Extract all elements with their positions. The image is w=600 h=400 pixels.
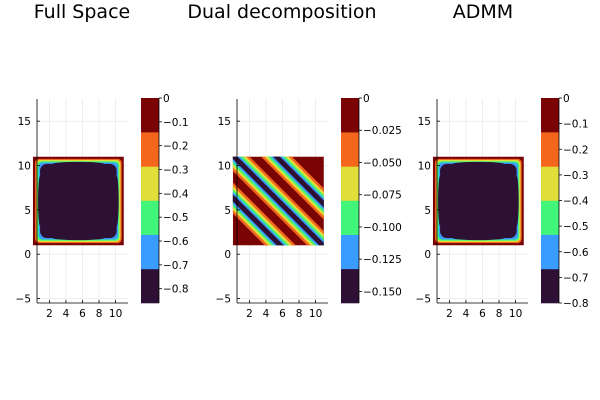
colorbar-tick-label: −0.125 xyxy=(363,254,402,266)
x-tick-label: 10 xyxy=(109,308,122,320)
colorbar-level-1 xyxy=(341,234,359,270)
contour-bulge xyxy=(438,176,443,226)
y-tick-label: 5 xyxy=(224,205,231,217)
colorbar-tick-label: −0.5 xyxy=(163,212,189,224)
colorbar-level-0 xyxy=(341,268,359,304)
colorbar-tick-label: 0 xyxy=(163,93,170,105)
stripe-level-0 xyxy=(245,156,324,234)
colorbar-tick-label: −0.4 xyxy=(563,196,589,208)
x-tick-label: 2 xyxy=(446,308,453,320)
colorbar-level-4 xyxy=(141,132,159,167)
colorbar-tick-label: −0.3 xyxy=(563,170,589,182)
contour-bulge xyxy=(114,176,119,226)
contour-bulge xyxy=(452,161,504,166)
contour-bulge xyxy=(38,176,43,226)
colorbar-level-2 xyxy=(341,200,359,235)
y-tick-label: 15 xyxy=(418,116,431,128)
x-tick-label: 6 xyxy=(279,308,286,320)
colorbar-tick-label: −0.4 xyxy=(163,188,189,200)
colorbar-level-2 xyxy=(541,200,559,235)
colorbar-tick-label: −0.3 xyxy=(163,165,189,177)
colorbar-tick-label: −0.2 xyxy=(563,144,589,156)
colorbar: 0 −0.025 −0.050 −0.075 −0.100 −0.125 −0.150 xyxy=(341,93,402,304)
colorbar: 0 −0.1 −0.2 −0.3 −0.4 −0.5 −0.6 −0.7 −0.8 xyxy=(541,93,589,310)
contour-level-0 xyxy=(440,163,517,239)
colorbar-tick-label: −0.6 xyxy=(163,236,189,248)
colorbar-tick-label: −0.075 xyxy=(363,190,402,202)
subplot-3: ADMM 2 4 6 8 10 −5 0 5 10 15 0 −0.1 −0.2 −0.3 −0.4 −0.5 −… xyxy=(416,1,589,320)
subplot-1: Full Space 2 4 6 8 10 −5 0 5 10 15 0 −0.1 −0.2 −0.3 −0.… xyxy=(16,1,189,320)
colorbar-level-5 xyxy=(341,98,359,133)
y-tick-label: 10 xyxy=(18,161,31,173)
x-tick-label: 10 xyxy=(509,308,522,320)
colorbar-level-4 xyxy=(341,132,359,167)
y-tick-label: 0 xyxy=(224,249,231,261)
colorbar-level-1 xyxy=(541,234,559,270)
colorbar-level-0 xyxy=(541,268,559,304)
y-tick-label: 10 xyxy=(218,161,231,173)
colorbar-level-3 xyxy=(141,166,159,201)
colorbar-tick-label: −0.8 xyxy=(163,284,189,296)
x-tick-label: 2 xyxy=(246,308,253,320)
contour-bulge xyxy=(52,236,104,241)
colorbar-tick-label: −0.8 xyxy=(563,298,589,310)
x-tick-label: 10 xyxy=(309,308,322,320)
colorbar-tick-label: −0.025 xyxy=(363,125,402,137)
subplot-title: ADMM xyxy=(453,1,513,23)
x-tick-label: 8 xyxy=(296,308,303,320)
colorbar-tick-label: −0.1 xyxy=(163,117,189,129)
colorbar-tick-label: −0.6 xyxy=(563,247,589,259)
colorbar-tick-label: −0.050 xyxy=(363,157,402,169)
colorbar-tick-label: 0 xyxy=(363,93,370,105)
y-tick-label: 0 xyxy=(24,249,31,261)
colorbar-level-5 xyxy=(541,98,559,133)
y-tick-label: −5 xyxy=(16,294,31,306)
colorbar-level-0 xyxy=(141,268,159,304)
y-tick-label: 10 xyxy=(418,161,431,173)
colorbar-tick-label: 0 xyxy=(563,93,570,105)
y-tick-label: 15 xyxy=(18,116,31,128)
x-tick-label: 4 xyxy=(63,308,70,320)
heatmap-area xyxy=(232,156,324,246)
y-tick-label: 15 xyxy=(218,116,231,128)
colorbar-level-5 xyxy=(141,98,159,133)
stripe-level-0 xyxy=(232,156,324,246)
colorbar-tick-label: −0.2 xyxy=(163,141,189,153)
contour-bulge xyxy=(452,236,504,241)
colorbar: 0 −0.1 −0.2 −0.3 −0.4 −0.5 −0.6 −0.7 −0.8 xyxy=(141,93,189,304)
contour-bulge xyxy=(52,161,104,166)
subplot-title: Full Space xyxy=(34,1,130,23)
y-tick-label: 5 xyxy=(424,205,431,217)
x-tick-label: 6 xyxy=(79,308,86,320)
x-tick-label: 8 xyxy=(496,308,503,320)
colorbar-tick-label: −0.5 xyxy=(563,221,589,233)
x-tick-label: 6 xyxy=(479,308,486,320)
colorbar-level-3 xyxy=(341,166,359,201)
x-tick-label: 2 xyxy=(46,308,53,320)
stripe-level-0 xyxy=(232,168,311,246)
subplot-title: Dual decomposition xyxy=(187,1,376,23)
colorbar-tick-label: −0.1 xyxy=(563,119,589,131)
colorbar-tick-label: −0.7 xyxy=(163,260,189,272)
contour-bulge xyxy=(514,176,519,226)
y-tick-label: −5 xyxy=(216,294,231,306)
colorbar-tick-label: −0.150 xyxy=(363,286,402,298)
heatmap-area xyxy=(32,156,124,246)
y-tick-label: −5 xyxy=(416,294,431,306)
x-tick-label: 4 xyxy=(263,308,270,320)
x-tick-label: 4 xyxy=(463,308,470,320)
colorbar-level-2 xyxy=(141,200,159,235)
y-tick-label: 5 xyxy=(24,205,31,217)
colorbar-level-3 xyxy=(541,166,559,201)
y-tick-label: 0 xyxy=(424,249,431,261)
colorbar-tick-label: −0.7 xyxy=(563,272,589,284)
colorbar-tick-label: −0.100 xyxy=(363,222,402,234)
x-tick-label: 8 xyxy=(96,308,103,320)
subplot-2: Dual decomposition 2 4 6 8 10 −5 0 5 10 15 0 −0.025 −… xyxy=(187,1,401,320)
colorbar-level-4 xyxy=(541,132,559,167)
contour-level-0 xyxy=(40,163,117,239)
colorbar-level-1 xyxy=(141,234,159,270)
heatmap-area xyxy=(432,156,524,246)
